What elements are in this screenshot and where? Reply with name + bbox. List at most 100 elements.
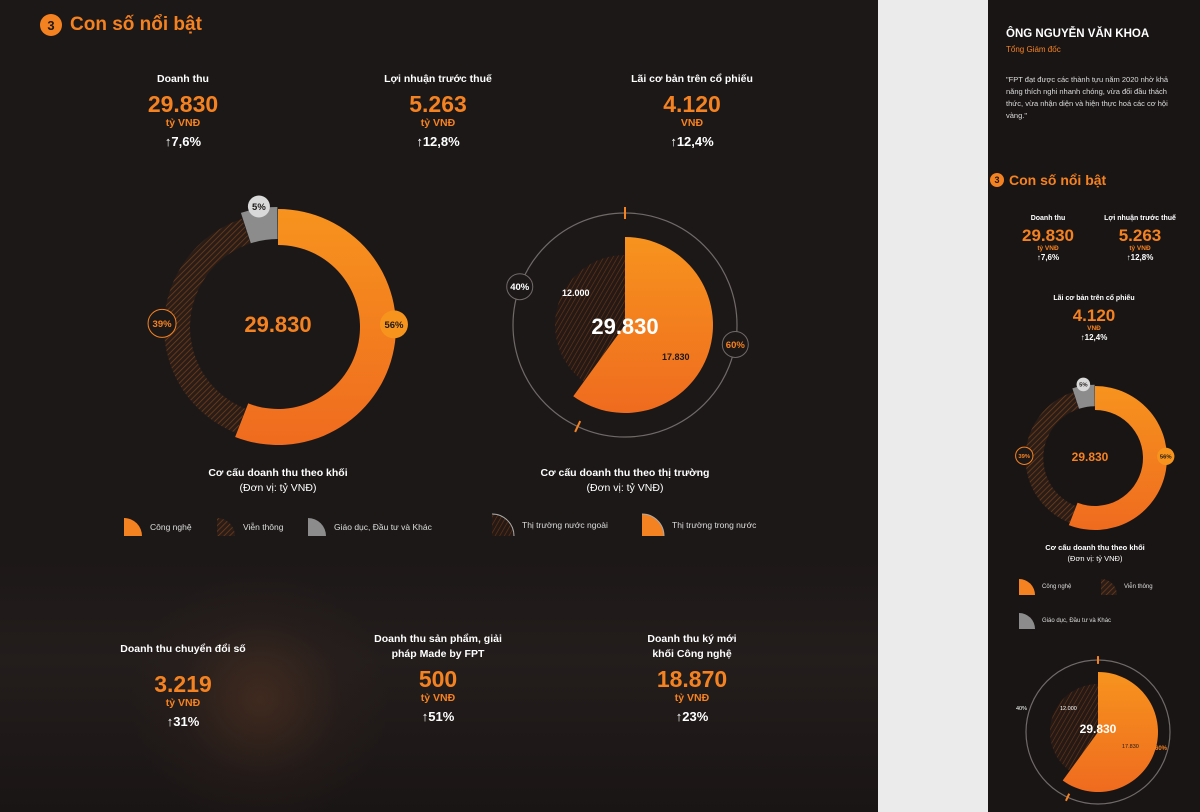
stat-unit: VNĐ	[680, 117, 704, 129]
arrow-up-icon: ↑	[1126, 253, 1131, 262]
glow-decoration	[130, 570, 390, 812]
donut2-label-bubble	[506, 273, 534, 301]
legend-item-education: Giáo dục, Đầu tư và Khác	[306, 516, 432, 538]
side-section-header: 3 Con số nổi bật	[990, 172, 1106, 188]
donut-segment-telecom	[1025, 391, 1079, 523]
stat-change: ↑12,8%	[416, 134, 460, 149]
donut1-caption: Cơ cấu doanh thu theo khối (Đơn vị: tỷ V…	[148, 466, 408, 496]
legend-item-foreign-market: Thị trường nước ngoài	[490, 512, 608, 538]
stat-change: ↑23%	[675, 709, 709, 724]
legend-swatch-icon	[217, 518, 235, 536]
donut-pct-label: 56%	[1160, 455, 1173, 461]
side-legend-telecom: Viễn thông	[1100, 578, 1153, 596]
legend-item-domestic-market: Thị trường trong nước	[640, 512, 756, 538]
legend-item-technology: Công nghệ	[122, 516, 192, 538]
side-donut2-right-pct: 60%	[1155, 746, 1168, 752]
donut2-caption: Cơ cấu doanh thu theo thị trường (Đơn vị…	[495, 466, 755, 496]
arrow-up-icon: ↑	[166, 714, 174, 729]
stat-made-by-fpt: Doanh thu sản phẩm, giải pháp Made by FP…	[338, 632, 538, 724]
donut-pct-label: 56%	[384, 320, 404, 331]
donut-label-bubble	[247, 195, 270, 218]
stat-digital-transformation: Doanh thu chuyển đổi số 3.219 tỷ VNĐ ↑31…	[83, 642, 283, 729]
donut-segment-education	[1072, 384, 1095, 409]
stat-value: 5.263	[409, 91, 467, 117]
side-donut2-chart	[1025, 656, 1171, 805]
donut2-foreign-value: 12.000	[562, 288, 590, 298]
arrow-up-icon: ↑	[421, 709, 429, 724]
stat-change: ↑51%	[421, 709, 455, 724]
side-donut-caption: Cơ cấu doanh thu theo khối (Đơn vị: tỷ V…	[1045, 543, 1145, 563]
stat-label: Doanh thu chuyển đổi số	[120, 643, 246, 655]
donut2-pct-label: 60%	[726, 340, 746, 351]
side-legend-education: Giáo dục, Đầu tư và Khác	[1018, 612, 1111, 630]
legend-item-telecom: Viễn thông	[215, 516, 284, 538]
stat-label: Doanh thu ký mới khối Công nghệ	[647, 633, 737, 660]
stat-change: ↑12,4%	[670, 134, 714, 149]
donut-segment-telecom	[164, 218, 251, 433]
donut2-tick-mark	[574, 420, 582, 433]
legend-swatch-icon	[1019, 579, 1035, 595]
stat-change: ↑7,6%	[164, 134, 202, 149]
arrow-up-icon: ↑	[670, 134, 677, 149]
stat-value: 500	[418, 666, 458, 692]
arrow-up-icon: ↑	[164, 134, 172, 149]
donut-pct-label: 5%	[1079, 383, 1088, 389]
side-stat-revenue: Doanh thu 29.830 tỷ VNĐ ↑7,6%	[1022, 215, 1074, 262]
stat-label: Doanh thu sản phẩm, giải pháp Made by FP…	[374, 633, 502, 660]
side-donut2-center: 29.830	[1079, 722, 1117, 736]
donut2-pct-label: 40%	[510, 282, 530, 293]
ceo-role: Tổng Giám đốc	[1006, 45, 1061, 54]
stat-new-contracts: Doanh thu ký mới khối Công nghệ 18.870 t…	[592, 632, 792, 724]
main-panel: 3 Con số nổi bật Doanh thu 29.830 tỷ VNĐ…	[0, 14, 878, 812]
legend-swatch-icon	[491, 513, 515, 537]
arrow-up-icon: ↑	[1080, 333, 1085, 342]
stat-value: 29.830	[147, 91, 219, 117]
donut2-center-value: 29.830	[591, 314, 659, 339]
arrow-up-icon: ↑	[1036, 253, 1041, 262]
donut2-label-bubble	[721, 330, 749, 358]
side-legend-technology: Công nghệ	[1018, 578, 1071, 596]
side-donut-center: 29.830	[1071, 450, 1109, 464]
stat-value: 18.870	[656, 666, 728, 692]
stat-label: Lãi cơ bản trên cổ phiếu	[631, 73, 753, 85]
donut-label-bubble	[1076, 377, 1091, 392]
side-donut2-left-pct: 40%	[1016, 706, 1028, 712]
page-gap	[878, 0, 988, 812]
section-header: 3 Con số nổi bật	[40, 14, 202, 36]
stat-profit: Lợi nhuận trước thuế 5.263 tỷ VNĐ ↑12,8%	[338, 72, 538, 149]
caption-unit: (Đơn vị: tỷ VNĐ)	[586, 482, 664, 494]
caption-title: Cơ cấu doanh thu theo thị trường	[540, 467, 710, 479]
stat-unit: tỷ VNĐ	[420, 692, 456, 704]
donut-segment-technology	[1068, 386, 1167, 530]
bottom-background	[0, 560, 878, 812]
donut-segment-technology	[235, 209, 397, 445]
stat-unit: tỷ VNĐ	[420, 117, 456, 129]
stat-unit: tỷ VNĐ	[674, 692, 710, 704]
donut2-tick-mark	[1065, 793, 1071, 802]
stat-revenue: Doanh thu 29.830 tỷ VNĐ ↑7,6%	[83, 72, 283, 149]
legend-swatch-icon	[124, 518, 142, 536]
ceo-name: ÔNG NGUYỄN VĂN KHOA	[1006, 28, 1150, 40]
arrow-up-icon: ↑	[675, 709, 683, 724]
side-stat-eps: Lãi cơ bản trên cổ phiếu 4.120 VNĐ ↑12,4…	[1053, 295, 1135, 342]
donut2-segment-domestic	[573, 237, 713, 413]
donut2-segment-foreign	[555, 255, 625, 382]
legend-swatch-icon	[1101, 579, 1117, 595]
section-number-badge: 3	[990, 173, 1004, 187]
legend-swatch-icon	[308, 518, 326, 536]
donut2-chart-segments: 40% 60%	[506, 207, 749, 438]
stat-change: ↑31%	[166, 714, 200, 729]
donut-pct-label: 39%	[1018, 454, 1031, 460]
stat-value: 4.120	[663, 91, 721, 117]
donut2-segment-foreign	[1050, 684, 1098, 771]
section-number-badge: 3	[40, 14, 62, 36]
stat-label: Lợi nhuận trước thuế	[384, 73, 492, 85]
legend-swatch-icon	[641, 513, 665, 537]
stat-label: Doanh thu	[157, 73, 209, 85]
ceo-quote: "FPT đạt được các thành tựu năm 2020 nhờ…	[1006, 75, 1169, 120]
donut2-segment-domestic	[1062, 672, 1158, 792]
donut-pct-label: 39%	[153, 319, 173, 330]
section-title: Con số nổi bật	[70, 14, 202, 35]
donut-label-bubble	[1015, 446, 1034, 465]
donut-label-bubble	[147, 308, 177, 338]
